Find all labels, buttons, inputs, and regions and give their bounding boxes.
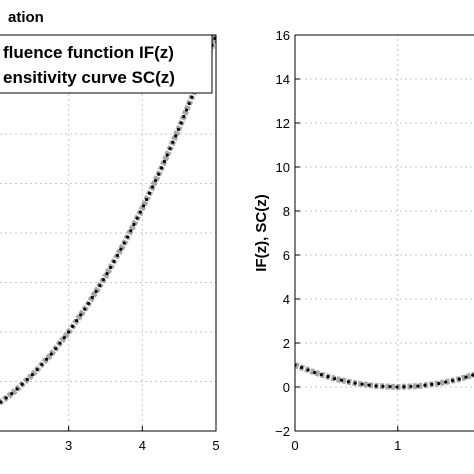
left-chart-panel: ation 3 4 5 fluence function IF(z) ensitiv… (0, 9, 220, 453)
legend-box (0, 34, 213, 94)
left-x-tick-label: 5 (212, 438, 219, 453)
right-y-tick-label: 6 (283, 248, 290, 263)
left-x-tick-label: 4 (139, 438, 146, 453)
right-plot-frame (294, 34, 474, 432)
left-axis-ticks: 3 4 5 (65, 426, 220, 453)
left-series-influence-function (0, 35, 216, 407)
left-x-tick-label: 3 (65, 438, 72, 453)
right-y-tick-label: 4 (283, 292, 290, 307)
right-x-tick-label: 0 (291, 438, 298, 453)
right-y-tick-label: 10 (276, 160, 290, 175)
legend-entry-influence: fluence function IF(z) (3, 43, 174, 62)
right-y-tick-label: −2 (275, 424, 290, 439)
right-y-tick-label: 12 (276, 116, 290, 131)
right-series-layer (295, 362, 474, 390)
right-grid (294, 34, 474, 432)
right-y-tick-label: 14 (276, 72, 290, 87)
right-x-tick-label: 1 (394, 438, 401, 453)
right-y-axis-label: IF(z), SC(z) (253, 194, 270, 271)
left-chart-title: ation (8, 9, 44, 26)
right-y-tick-label: 16 (276, 28, 290, 43)
right-y-tick-label: 0 (283, 380, 290, 395)
legend-entry-sensitivity: ensitivity curve SC(z) (3, 68, 175, 87)
left-legend: fluence function IF(z) ensitivity curve … (0, 34, 213, 94)
left-series-sensitivity-curve (0, 35, 216, 405)
right-series-influence-function (295, 362, 474, 390)
right-y-tick-label: 2 (283, 336, 290, 351)
left-series-layer (0, 35, 216, 407)
right-y-tick-label: 8 (283, 204, 290, 219)
